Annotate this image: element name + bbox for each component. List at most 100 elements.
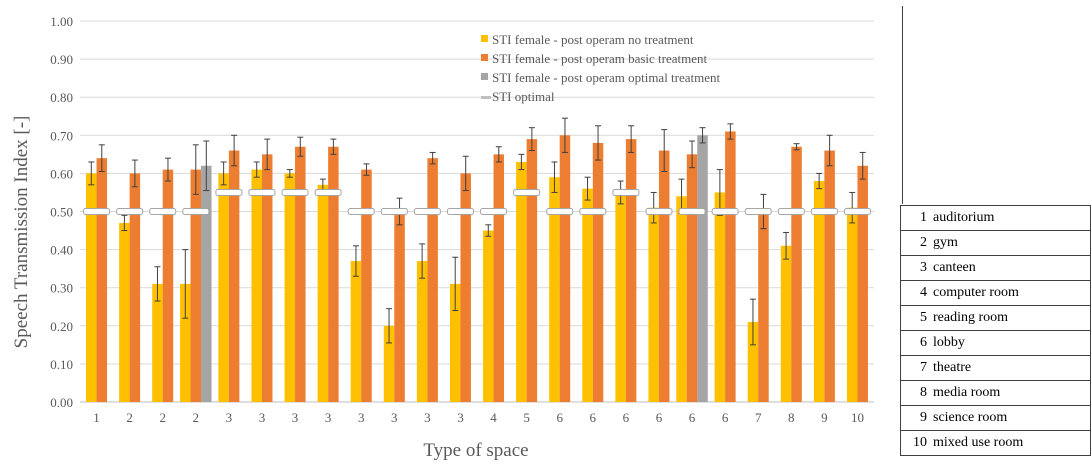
x-tick-label: 2 xyxy=(126,410,133,425)
bar-2 xyxy=(559,135,571,403)
optimal-marker xyxy=(678,208,706,215)
space-type-number: 6 xyxy=(920,335,927,350)
optimal-markers xyxy=(83,188,871,215)
x-tick-label: 9 xyxy=(821,410,828,425)
optimal-marker xyxy=(446,208,474,215)
bars xyxy=(86,131,868,403)
x-tick-label: 3 xyxy=(358,410,365,425)
bar-2 xyxy=(857,165,868,402)
x-tick-label: 10 xyxy=(851,410,864,425)
space-type-label: computer room xyxy=(933,285,1019,300)
bar-2 xyxy=(295,146,306,402)
bar-2 xyxy=(328,146,339,402)
legend-swatch xyxy=(481,73,488,80)
bar-2 xyxy=(686,154,698,402)
bar-2 xyxy=(190,169,202,402)
optimal-marker xyxy=(480,208,508,215)
bar-1 xyxy=(676,196,687,402)
optimal-marker xyxy=(314,188,342,196)
y-tick-label: 0.70 xyxy=(50,128,73,143)
x-tick-label: 6 xyxy=(656,410,663,425)
bar-2 xyxy=(261,154,273,402)
bar-1 xyxy=(516,161,527,402)
y-tick-label: 0.80 xyxy=(50,90,73,105)
space-type-number: 1 xyxy=(920,210,927,225)
bar-3 xyxy=(201,165,212,402)
space-type-key-table: 1 auditorium 2 gym 3 canteen 4 computer room 5 re… xyxy=(900,205,1091,456)
space-type-label: reading room xyxy=(933,310,1009,325)
optimal-marker xyxy=(579,208,607,215)
optimal-marker xyxy=(182,208,210,215)
optimal-marker xyxy=(645,208,673,215)
optimal-marker xyxy=(546,208,574,215)
space-type-label: canteen xyxy=(933,260,976,275)
optimal-marker xyxy=(843,208,871,215)
y-tick-label: 0.50 xyxy=(50,205,73,220)
x-tick-label: 2 xyxy=(159,410,166,425)
optimal-marker xyxy=(380,208,408,215)
bar-1 xyxy=(449,283,461,402)
x-tick-label: 6 xyxy=(722,410,729,425)
optimal-marker xyxy=(612,188,640,196)
bar-1 xyxy=(615,192,626,402)
space-type-number: 5 xyxy=(920,310,927,325)
space-type-cell: 10 mixed use room xyxy=(900,430,1091,456)
space-type-cell: 1 auditorium xyxy=(900,205,1091,231)
legend-label: STI female - post operam basic treatment xyxy=(492,51,708,66)
optimal-marker xyxy=(777,208,805,215)
bar-2 xyxy=(592,142,604,403)
bar-1 xyxy=(483,230,494,402)
x-tick-label: 1 xyxy=(93,410,100,425)
x-tick-label: 6 xyxy=(556,410,563,425)
bar-1 xyxy=(152,283,163,402)
space-type-cell: 6 lobby xyxy=(900,330,1091,356)
y-tick-label: 0.10 xyxy=(50,357,73,372)
legend-swatch xyxy=(481,35,488,42)
bar-2 xyxy=(526,139,538,403)
space-type-number: 10 xyxy=(913,435,927,450)
y-tick-label: 0.60 xyxy=(50,166,73,181)
y-tick-label: 0.40 xyxy=(50,243,73,258)
space-type-label: theatre xyxy=(933,360,972,375)
bar-1 xyxy=(648,207,659,402)
space-type-cell: 8 media room xyxy=(900,380,1091,406)
space-type-label: mixed use room xyxy=(933,435,1024,450)
space-type-cell: 3 canteen xyxy=(900,255,1091,281)
bar-2 xyxy=(824,150,835,402)
space-type-cell: 9 science room xyxy=(900,405,1091,431)
space-type-row: 8 media room xyxy=(900,380,1091,406)
space-type-number: 3 xyxy=(920,260,927,275)
x-tick-label: 4 xyxy=(490,410,497,425)
chart-legend: STI female - post operam no treatment STI… xyxy=(481,32,721,104)
x-tick-label: 6 xyxy=(689,410,696,425)
bar-2 xyxy=(361,169,372,402)
bar-2 xyxy=(427,158,438,402)
x-tick-label: 8 xyxy=(788,410,795,425)
bar-2 xyxy=(493,154,505,402)
x-tick-label: 3 xyxy=(325,410,332,425)
error-bars xyxy=(88,117,866,346)
space-type-row: 1 auditorium xyxy=(900,205,1091,231)
space-type-row: 10 mixed use room xyxy=(900,430,1091,456)
bar-1 xyxy=(350,261,362,402)
space-type-row: 7 theatre xyxy=(900,355,1091,381)
legend-label: STI optimal xyxy=(492,89,555,104)
optimal-marker xyxy=(83,208,111,215)
bar-2 xyxy=(791,146,802,402)
bar-1 xyxy=(180,283,191,402)
space-type-row: 9 science room xyxy=(900,405,1091,431)
bar-1 xyxy=(284,173,296,402)
space-type-label: science room xyxy=(933,410,1008,425)
x-tick-label: 6 xyxy=(623,410,630,425)
space-type-row: 6 lobby xyxy=(900,330,1091,356)
bar-1 xyxy=(119,222,130,402)
y-tick-label: 1.00 xyxy=(50,14,73,29)
bar-2 xyxy=(228,150,240,402)
optimal-marker xyxy=(513,188,541,196)
sti-bar-chart: 0.00 0.10 0.20 0.30 0.40 0.50 0.60 0.70 0.80 0.90… xyxy=(11,14,874,461)
optimal-marker xyxy=(413,208,441,215)
optimal-marker xyxy=(347,208,375,215)
optimal-marker xyxy=(711,208,739,215)
axis-ticks: 0.00 0.10 0.20 0.30 0.40 0.50 0.60 0.70 0.80 0.90… xyxy=(50,14,864,425)
x-tick-label: 7 xyxy=(755,410,762,425)
